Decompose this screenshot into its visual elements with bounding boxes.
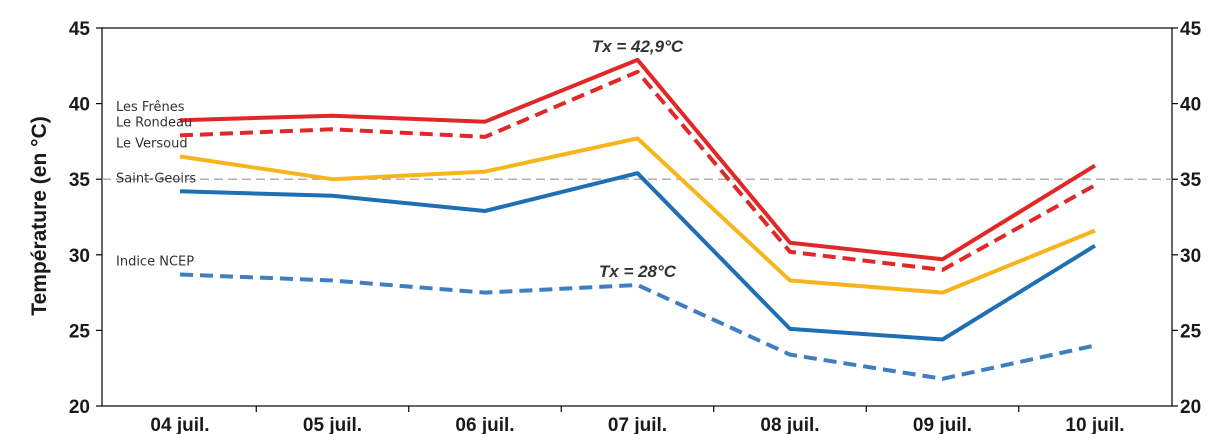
- annotation: Tx = 42,9°C: [592, 37, 684, 56]
- x-axis: 04 juil. 05 juil. 06 juil. 07 juil. 08 juil.…: [150, 406, 1125, 434]
- annotation: Tx = 28°C: [599, 262, 677, 281]
- y-axis-right: 20 25 30 35 40 45: [1172, 19, 1202, 418]
- y-tick-label-left: 35: [69, 170, 91, 191]
- x-tick-label: 09 juil.: [913, 415, 972, 434]
- series-line: [179, 57, 1097, 262]
- x-tick-label: 05 juil.: [303, 415, 362, 434]
- x-tick-label: 10 juil.: [1065, 415, 1124, 434]
- x-tick-label: 07 juil.: [608, 415, 667, 434]
- y-axis-left: 20 25 30 35 40 45: [69, 19, 102, 418]
- plot-border: [101, 27, 1173, 407]
- series-label: Saint-Geoirs: [116, 171, 196, 186]
- y-tick-label-left: 25: [69, 321, 91, 342]
- y-tick-label-right: 45: [1180, 19, 1202, 40]
- series-label: Les Frênes: [116, 100, 185, 115]
- y-axis-title: Température (en °C): [28, 116, 51, 315]
- series-line: [179, 171, 1097, 342]
- series-line: [179, 272, 1096, 381]
- y-tick-label-right: 40: [1180, 95, 1201, 116]
- series-label: Le Versoud: [116, 137, 188, 152]
- series-line: [179, 136, 1096, 295]
- y-tick-label-right: 30: [1180, 246, 1201, 267]
- x-tick-label: 08 juil.: [760, 415, 819, 434]
- y-tick-label-left: 20: [69, 397, 90, 418]
- plot-frame: [101, 27, 1173, 407]
- series-label: Le Rondeau: [116, 115, 192, 130]
- y-tick-label-right: 35: [1180, 170, 1202, 191]
- annotations: Tx = 42,9°C Tx = 28°C: [592, 37, 684, 281]
- y-tick-label-left: 30: [69, 246, 90, 267]
- x-tick-label: 04 juil.: [150, 415, 209, 434]
- series-group: [179, 57, 1097, 381]
- series-line: [179, 69, 1096, 272]
- y-tick-label-left: 40: [69, 95, 90, 116]
- y-tick-label-right: 25: [1180, 321, 1202, 342]
- y-tick-label-right: 20: [1180, 397, 1201, 418]
- series-label: Indice NCEP: [116, 254, 194, 269]
- x-tick-label: 06 juil.: [455, 415, 514, 434]
- y-tick-label-left: 45: [69, 19, 91, 40]
